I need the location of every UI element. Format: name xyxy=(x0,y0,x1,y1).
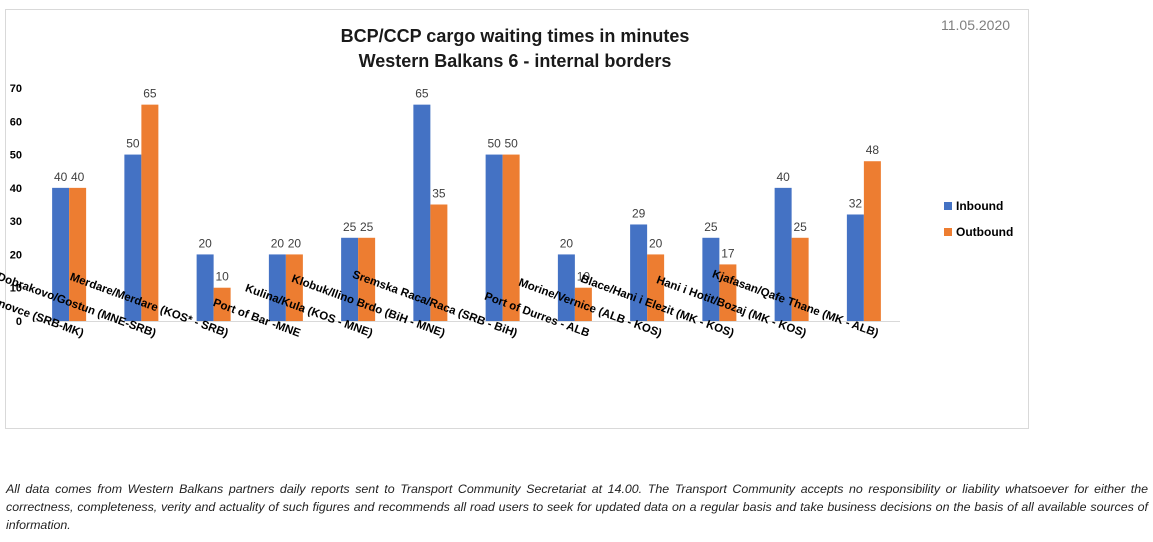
legend-swatch-inbound xyxy=(944,202,952,210)
bar-outbound xyxy=(647,254,665,321)
report-date: 11.05.2020 xyxy=(941,17,1011,33)
bar-outbound xyxy=(285,254,303,321)
data-label: 10 xyxy=(577,270,591,284)
data-label: 25 xyxy=(704,220,718,234)
bar-inbound xyxy=(557,254,575,321)
data-label: 65 xyxy=(415,87,429,101)
bar-inbound xyxy=(268,254,286,321)
data-label: 25 xyxy=(360,220,374,234)
legend-label-inbound: Inbound xyxy=(956,199,1003,213)
data-label: 35 xyxy=(432,187,446,201)
bar-inbound xyxy=(485,154,503,321)
bar-chart: 0102030405060704040Presevo/ Tabanovce (S… xyxy=(0,83,1013,340)
y-tick-label: 50 xyxy=(10,150,22,162)
data-label: 20 xyxy=(649,236,663,250)
bar-outbound xyxy=(358,237,376,321)
data-label: 50 xyxy=(126,137,140,151)
bar-inbound xyxy=(341,237,359,321)
data-label: 20 xyxy=(198,236,212,250)
bar-outbound xyxy=(791,237,809,321)
bar-inbound xyxy=(124,154,142,321)
data-label: 48 xyxy=(866,143,880,157)
bar-outbound xyxy=(502,154,520,321)
bar-inbound xyxy=(630,224,648,321)
bar-outbound xyxy=(719,264,737,321)
y-tick-label: 10 xyxy=(10,283,22,295)
bar-outbound xyxy=(141,104,159,322)
data-label: 10 xyxy=(215,270,229,284)
data-label: 65 xyxy=(143,87,157,101)
data-label: 25 xyxy=(793,220,807,234)
y-tick-label: 40 xyxy=(10,183,22,195)
data-label: 20 xyxy=(560,236,574,250)
y-tick-label: 70 xyxy=(10,83,22,95)
data-label: 20 xyxy=(288,236,302,250)
bar-inbound xyxy=(196,254,214,321)
data-label: 29 xyxy=(632,206,646,220)
data-label: 50 xyxy=(487,137,501,151)
y-tick-label: 20 xyxy=(10,249,22,261)
data-label: 25 xyxy=(343,220,357,234)
bar-inbound xyxy=(52,187,70,321)
bar-inbound xyxy=(413,104,431,322)
legend-swatch-outbound xyxy=(944,228,952,236)
data-label: 40 xyxy=(776,170,790,184)
bar-inbound xyxy=(702,237,720,321)
bar-outbound xyxy=(863,161,881,321)
data-label: 40 xyxy=(54,170,68,184)
y-tick-label: 60 xyxy=(10,116,22,128)
chart-subtitle: Western Balkans 6 - internal borders xyxy=(358,51,672,71)
bar-outbound xyxy=(213,287,231,321)
data-label: 32 xyxy=(849,196,863,210)
chart-title: BCP/CCP cargo waiting times in minutes xyxy=(340,26,690,46)
data-label: 50 xyxy=(504,137,518,151)
bar-inbound xyxy=(846,214,864,321)
data-label: 17 xyxy=(721,246,735,260)
y-tick-label: 30 xyxy=(10,216,22,228)
bar-inbound xyxy=(774,187,792,321)
y-tick-label: 0 xyxy=(16,316,22,328)
bar-outbound xyxy=(69,187,87,321)
disclaimer-text: All data comes from Western Balkans part… xyxy=(6,482,1148,532)
legend-label-outbound: Outbound xyxy=(956,225,1013,239)
bar-outbound xyxy=(574,287,592,321)
bar-outbound xyxy=(430,204,448,321)
data-label: 20 xyxy=(271,236,285,250)
data-label: 40 xyxy=(71,170,85,184)
